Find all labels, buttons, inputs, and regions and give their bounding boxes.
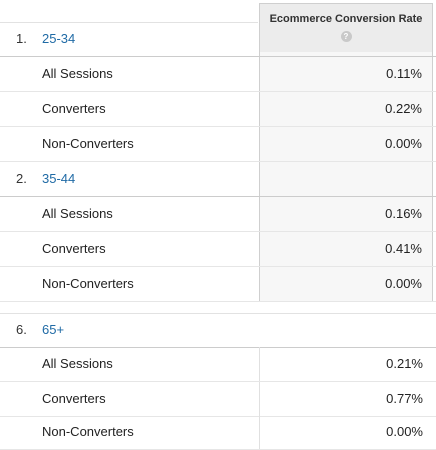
group-rank: 1. [16,31,27,46]
segment-label: Converters [42,101,106,116]
conversion-rate-value: 0.41% [385,241,422,256]
group-link-35-44[interactable]: 35-44 [42,171,76,186]
group-link-25-34[interactable]: 25-34 [42,31,76,46]
help-icon[interactable]: ? [340,31,352,42]
group-row: 1. 25-34 [0,22,436,57]
table-row: Converters 0.41% [0,232,436,267]
conversion-rate-value: 0.00% [386,424,423,439]
segment-label: Converters [42,391,106,406]
group-rank: 6. [16,322,27,337]
table-row: All Sessions 0.11% [0,57,436,92]
table-row: Non-Converters 0.00% [0,415,436,450]
table-row: All Sessions 0.21% [0,347,436,382]
conversion-rate-value: 0.11% [386,66,422,81]
conversion-rate-value: 0.00% [385,136,422,151]
segment-label: All Sessions [42,206,113,221]
group-link-65-plus[interactable]: 65+ [42,322,65,337]
segment-label: All Sessions [42,356,113,371]
group-divider [0,313,436,314]
table-row: Converters 0.22% [0,92,436,127]
segment-label: Converters [42,241,106,256]
conversion-rate-value: 0.21% [386,356,423,371]
segment-label: Non-Converters [42,136,134,151]
table-row: All Sessions 0.16% [0,197,436,232]
segment-label: Non-Converters [42,276,134,291]
conversion-rate-value: 0.16% [385,206,422,221]
metric-column-highlight [259,52,433,302]
conversion-rate-value: 0.22% [385,101,422,116]
metric-column-header[interactable]: Ecommerce Conversion Rate ? [259,3,433,52]
group-row: 6. 65+ [0,313,436,348]
table-row: Non-Converters 0.00% [0,267,436,302]
segment-label: Non-Converters [42,424,134,439]
conversion-rate-value: 0.77% [386,391,423,406]
conversion-rate-value: 0.00% [385,276,422,291]
group-rank: 2. [16,171,27,186]
table-row: Converters 0.77% [0,382,436,417]
table-row: Non-Converters 0.00% [0,127,436,162]
group-row: 2. 35-44 [0,162,436,197]
metric-column-title[interactable]: Ecommerce Conversion Rate [269,13,423,25]
segment-label: All Sessions [42,66,113,81]
table-header-spacer [0,0,258,23]
